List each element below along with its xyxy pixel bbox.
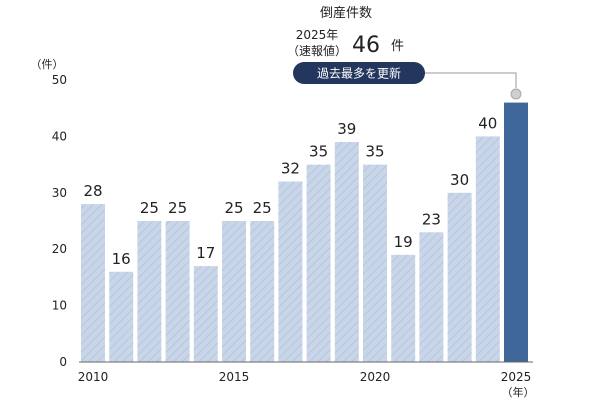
highlight-value: 46	[352, 33, 380, 58]
y-axis-unit: （件）	[31, 58, 64, 71]
data-label-2013: 25	[168, 199, 187, 217]
data-label-2011: 16	[112, 250, 131, 268]
bars	[81, 102, 528, 362]
data-label-2019: 39	[337, 120, 356, 138]
bar-2018	[306, 164, 331, 362]
x-tick-label-2015: 2015	[219, 370, 250, 384]
leader-line	[425, 72, 517, 88]
bar-2012	[137, 221, 162, 362]
y-tick-label: 20	[52, 242, 67, 256]
bar-2015	[222, 221, 246, 362]
bar-2013	[165, 221, 190, 362]
y-tick-label: 10	[52, 299, 67, 313]
chart-subtitle-note: （速報値）	[287, 43, 347, 58]
x-axis-ticks: 2010 2015 2020 2025	[78, 370, 532, 384]
x-axis-unit: （年）	[502, 385, 535, 399]
data-label-2017: 32	[281, 160, 300, 178]
chart-title: 倒産件数	[320, 5, 372, 21]
data-label-2010: 28	[83, 182, 102, 200]
data-label-2016: 25	[253, 199, 272, 217]
bar-2021	[391, 254, 416, 362]
badge-label: 過去最多を更新	[317, 66, 401, 81]
x-tick-label-2025: 2025	[501, 370, 532, 384]
y-axis-ticks: 0 10 20 30 40 50	[52, 73, 67, 369]
bar-2019	[334, 142, 359, 362]
highlight-bar-2025	[504, 102, 528, 362]
bar-2011	[109, 271, 134, 362]
badge-background	[293, 62, 425, 84]
x-tick-label-2020: 2020	[360, 370, 391, 384]
bar-2016	[250, 221, 275, 362]
data-label-2018: 35	[309, 143, 328, 161]
y-tick-label: 50	[52, 73, 67, 87]
bar-2023	[447, 192, 472, 362]
data-label-2023: 30	[450, 171, 469, 189]
bar-2014	[193, 266, 218, 362]
bar-2022	[419, 232, 444, 362]
data-label-2024: 40	[478, 114, 497, 132]
data-label-2012: 25	[140, 199, 159, 217]
data-label-2022: 23	[422, 210, 441, 228]
y-tick-label: 0	[59, 355, 67, 369]
highlight-unit: 件	[391, 39, 404, 54]
bar-2010	[81, 204, 105, 362]
bar-2020	[363, 164, 387, 362]
chart-subtitle-year: 2025年	[296, 28, 339, 42]
bar-2017	[278, 181, 303, 362]
data-label-2021: 19	[394, 233, 413, 251]
y-tick-label: 40	[52, 129, 67, 143]
data-label-2014: 17	[196, 244, 215, 262]
y-tick-label: 30	[52, 186, 67, 200]
data-labels: 28 16 25 25 17 25 25 32 35 39 35 19 23 30 40	[83, 114, 497, 267]
data-label-2020: 35	[365, 143, 384, 161]
bar-2024	[475, 136, 500, 362]
leader-marker	[510, 88, 522, 100]
data-label-2015: 25	[224, 199, 243, 217]
x-tick-label-2010: 2010	[78, 370, 109, 384]
